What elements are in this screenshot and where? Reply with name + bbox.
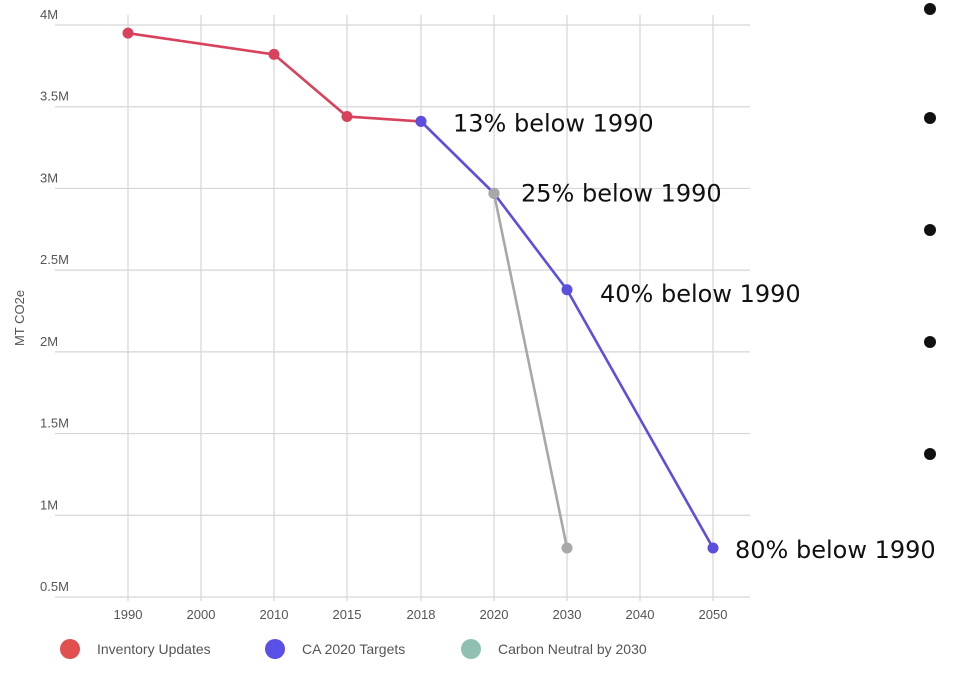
x-tick-label: 2020 xyxy=(480,607,509,622)
annotation-label: 25% below 1990 xyxy=(521,179,722,207)
x-tick-label: 2050 xyxy=(699,607,728,622)
legend-swatch xyxy=(265,639,285,659)
y-axis-label: MT CO2e xyxy=(12,290,27,346)
y-tick-label: 3.5M xyxy=(40,89,69,104)
x-tick-label: 2000 xyxy=(187,607,216,622)
bullet-dot-icon xyxy=(924,336,936,348)
data-point xyxy=(488,187,500,199)
legend-swatch xyxy=(60,639,80,659)
annotation-label: 13% below 1990 xyxy=(453,109,654,137)
bullet-dot-icon xyxy=(924,3,936,15)
series-line-0 xyxy=(127,31,422,123)
chart-legend: Inventory Updates CA 2020 Targets Carbon N… xyxy=(60,639,647,659)
bullet-dot-icon xyxy=(924,112,936,124)
y-tick-label: 1.5M xyxy=(40,416,69,431)
y-tick-label: 0.5M xyxy=(40,579,69,594)
x-axis-ticks: 1990 2000 2010 2015 2018 2020 2030 2040 2050 xyxy=(114,607,728,622)
y-axis-ticks: 4M 3.5M 3M 2.5M 2M 1.5M 1M 0.5M xyxy=(40,7,69,594)
y-tick-label: 1M xyxy=(40,497,58,512)
bullet-dot-icon xyxy=(924,448,936,460)
bullet-dot-icon xyxy=(924,224,936,236)
y-tick-label: 2M xyxy=(40,334,58,349)
annotation-label: 40% below 1990 xyxy=(600,280,801,308)
x-tick-label: 2030 xyxy=(553,607,582,622)
data-point xyxy=(341,111,353,123)
x-tick-label: 2040 xyxy=(626,607,655,622)
chart-annotations: 13% below 1990 25% below 1990 40% below 19… xyxy=(453,109,936,564)
x-tick-label: 2010 xyxy=(260,607,289,622)
x-tick-label: 1990 xyxy=(114,607,143,622)
y-tick-label: 4M xyxy=(40,7,58,22)
chart-grid xyxy=(55,15,750,601)
data-point xyxy=(268,48,280,60)
data-point xyxy=(561,284,573,296)
series-points xyxy=(122,27,719,554)
data-point xyxy=(122,27,134,39)
legend-label: Inventory Updates xyxy=(97,641,211,657)
legend-label: CA 2020 Targets xyxy=(302,641,405,657)
y-tick-label: 2.5M xyxy=(40,252,69,267)
legend-swatch xyxy=(461,639,481,659)
series-line-1 xyxy=(420,120,715,549)
data-point xyxy=(415,115,427,127)
data-point xyxy=(707,542,719,554)
y-tick-label: 3M xyxy=(40,170,58,185)
annotation-label: 80% below 1990 xyxy=(735,536,936,564)
legend-label: Carbon Neutral by 2030 xyxy=(498,641,647,657)
data-point xyxy=(561,542,573,554)
x-tick-label: 2018 xyxy=(407,607,436,622)
x-tick-label: 2015 xyxy=(333,607,362,622)
